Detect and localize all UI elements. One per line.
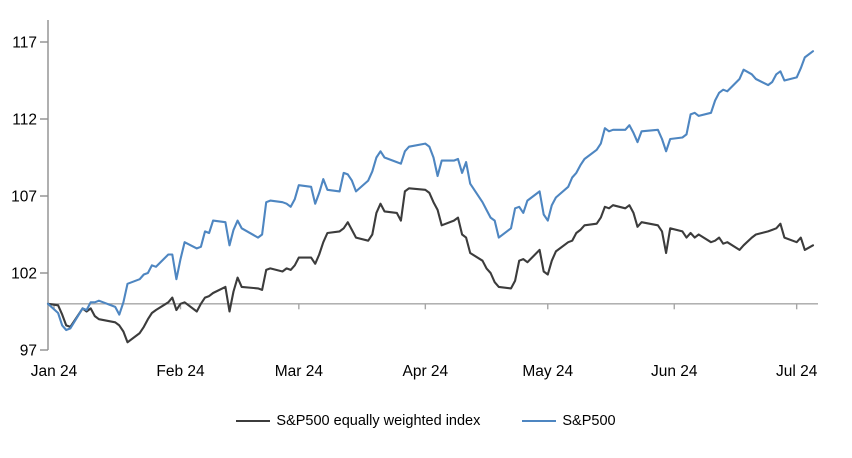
legend-label: S&P500 equally weighted index (276, 413, 481, 429)
x-tick-label-Jun 24: Jun 24 (651, 363, 698, 380)
legend-label: S&P500 (562, 413, 616, 429)
x-tick-label-Feb 24: Feb 24 (156, 363, 205, 380)
series-sp500 (46, 50, 815, 332)
y-tick-label-117: 117 (12, 35, 37, 52)
x-tick-label-Apr 24: Apr 24 (403, 363, 449, 380)
x-tick-label-Jan 24: Jan 24 (31, 363, 78, 380)
legend-item-sp500-equal-weight: S&P500 equally weighted index (236, 413, 480, 429)
y-tick-label-107: 107 (11, 189, 37, 206)
series-sp500-equal-weight (46, 187, 815, 344)
y-tick-label-97: 97 (20, 343, 37, 360)
y-tick-label-102: 102 (11, 266, 37, 283)
x-tick-label-Mar 24: Mar 24 (275, 363, 324, 380)
legend: S&P500 equally weighted index S&P500 (0, 409, 852, 433)
legend-swatch-equal-weight-line (236, 420, 271, 422)
legend-item-sp500: S&P500 (522, 413, 616, 429)
legend-swatch-sp500-line (522, 420, 557, 422)
x-tick-label-May 24: May 24 (522, 363, 573, 380)
y-tick-label-112: 112 (12, 112, 37, 129)
x-tick-label-Jul 24: Jul 24 (776, 363, 818, 380)
